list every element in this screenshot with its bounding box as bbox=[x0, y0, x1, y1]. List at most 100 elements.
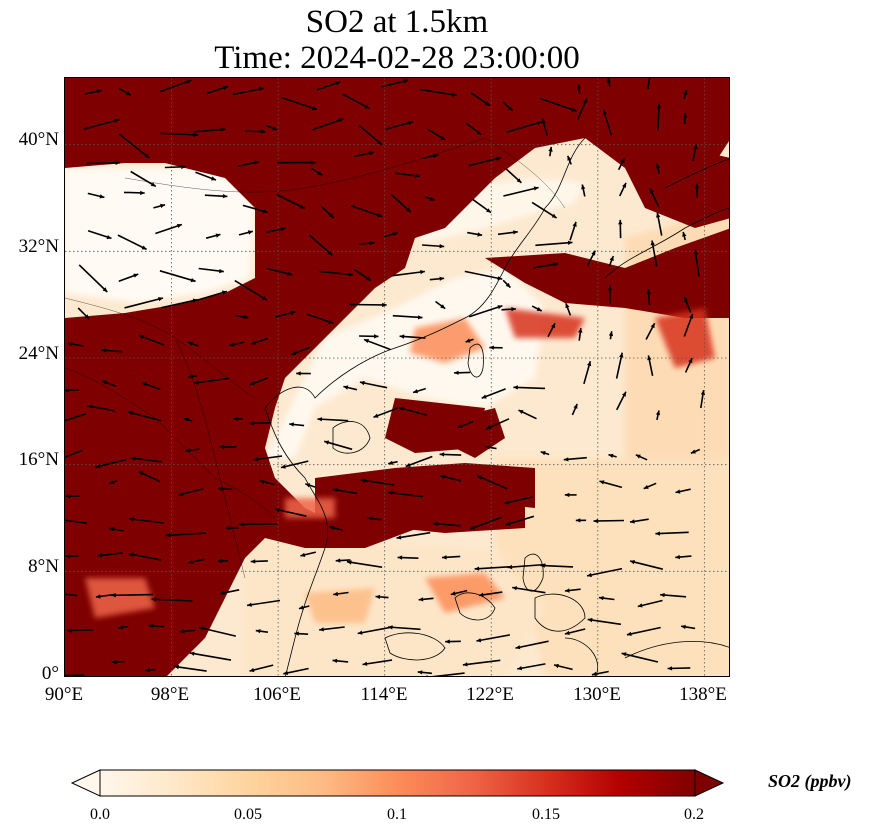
wind-vector-head bbox=[364, 104, 370, 109]
wind-vector-head bbox=[536, 120, 542, 126]
wind-vector-head bbox=[373, 413, 379, 418]
wind-vector-head bbox=[397, 555, 403, 560]
wind-vector-head bbox=[563, 457, 569, 462]
wind-vector-shaft bbox=[462, 659, 501, 666]
wind-vector-head bbox=[188, 374, 194, 379]
wind-vector-shaft bbox=[198, 626, 236, 637]
wind-vector-head bbox=[433, 153, 439, 158]
wind-vector-head bbox=[189, 651, 195, 656]
wind-vector-shaft bbox=[65, 674, 84, 676]
wind-vector-head bbox=[274, 508, 280, 513]
wind-vector-head bbox=[643, 484, 649, 489]
wind-vector-shaft bbox=[586, 567, 623, 577]
wind-vector-head bbox=[452, 92, 457, 97]
wind-vector-shaft bbox=[124, 297, 164, 309]
wind-vector-shaft bbox=[161, 298, 198, 309]
wind-vector-head bbox=[95, 594, 101, 599]
wind-vector-head bbox=[682, 113, 688, 118]
wind-vector-head bbox=[607, 285, 613, 290]
wind-vector-head bbox=[551, 213, 557, 218]
wind-vector-head bbox=[388, 460, 393, 465]
wind-vector-head bbox=[440, 135, 446, 141]
wind-vector-shaft bbox=[232, 87, 264, 96]
wind-vector-shaft bbox=[128, 517, 164, 524]
wind-vector-head bbox=[198, 626, 204, 631]
lat-tick-label: 8°N bbox=[28, 556, 59, 577]
wind-vector-head bbox=[396, 535, 402, 540]
wind-vector-head bbox=[287, 271, 293, 276]
wind-vector-shaft bbox=[626, 626, 661, 636]
wind-vector-head bbox=[619, 352, 624, 358]
wind-vector-head bbox=[511, 307, 516, 312]
wind-vector-head bbox=[365, 276, 371, 281]
wind-vector-head bbox=[258, 87, 264, 92]
wind-vector-head bbox=[262, 296, 268, 301]
wind-vector-shaft bbox=[111, 593, 153, 597]
wind-vector-shaft bbox=[319, 270, 354, 276]
wind-vector-head bbox=[693, 249, 698, 255]
wind-vector-head bbox=[111, 593, 116, 598]
wind-vector-shaft bbox=[629, 560, 663, 570]
wind-vector-head bbox=[129, 517, 134, 522]
wind-vector-shaft bbox=[474, 566, 510, 570]
wind-vector-head bbox=[128, 411, 134, 416]
wind-vector-head bbox=[439, 276, 445, 281]
wind-vector-head bbox=[399, 334, 405, 339]
wind-vector-head bbox=[183, 417, 189, 422]
wind-vector-head bbox=[622, 182, 626, 188]
wind-vector-shaft bbox=[308, 234, 333, 256]
wind-vector-head bbox=[583, 98, 588, 104]
wind-vector-head bbox=[417, 670, 423, 675]
wind-vector-shaft bbox=[504, 496, 533, 505]
wind-vector-shaft bbox=[342, 93, 371, 110]
wind-vector-head bbox=[690, 449, 696, 454]
wind-vector-head bbox=[65, 388, 70, 393]
wind-vector-head bbox=[387, 625, 393, 630]
wind-vector-head bbox=[567, 155, 572, 161]
wind-vector-shaft bbox=[159, 270, 196, 283]
wind-vector-head bbox=[219, 590, 225, 595]
colorbar bbox=[70, 769, 725, 797]
wind-vector-head bbox=[291, 351, 296, 356]
wind-vector-head bbox=[513, 385, 518, 390]
wind-vector-shaft bbox=[505, 515, 535, 526]
lon-tick-label: 90°E bbox=[44, 684, 84, 705]
wind-vector-head bbox=[193, 380, 199, 385]
wind-vector-shaft bbox=[160, 132, 199, 136]
wind-vector-head bbox=[626, 631, 632, 636]
wind-vector-head bbox=[439, 452, 445, 457]
map-gridlines bbox=[65, 78, 729, 676]
wind-vector-head bbox=[635, 454, 641, 459]
wind-vector-head bbox=[476, 130, 482, 135]
wind-vector-head bbox=[193, 132, 198, 137]
wind-vector-head bbox=[130, 456, 136, 461]
wind-vector-head bbox=[450, 591, 456, 596]
wind-vector-shaft bbox=[239, 523, 278, 526]
wind-vector-head bbox=[551, 323, 555, 329]
wind-vector-head bbox=[573, 403, 578, 409]
wind-vector-head bbox=[215, 233, 221, 238]
wind-vector-head bbox=[683, 90, 688, 96]
wind-vector-head bbox=[233, 416, 238, 421]
wind-vector-head bbox=[602, 109, 607, 115]
wind-vector-head bbox=[335, 558, 341, 563]
wind-vector-head bbox=[505, 521, 511, 526]
wind-vector-head bbox=[125, 91, 131, 96]
wind-vector-head bbox=[174, 664, 179, 670]
wind-vector-head bbox=[593, 518, 599, 524]
lon-tick-label: 130°E bbox=[573, 684, 621, 705]
wind-vector-head bbox=[109, 527, 114, 532]
wind-vector-head bbox=[571, 107, 577, 112]
lat-tick-label: 40°N bbox=[18, 129, 59, 150]
wind-vector-head bbox=[618, 219, 623, 225]
wind-vector-head bbox=[630, 560, 635, 565]
wind-vector-head bbox=[485, 101, 491, 106]
wind-vector-shaft bbox=[655, 531, 689, 535]
wind-vector-head bbox=[262, 209, 268, 214]
wind-vector-head bbox=[382, 302, 387, 308]
wind-vector-shaft bbox=[517, 663, 546, 670]
wind-vector-head bbox=[140, 190, 145, 196]
wind-vector-shaft bbox=[317, 418, 349, 422]
wind-vector-shaft bbox=[346, 560, 383, 568]
wind-vector-shaft bbox=[78, 264, 108, 293]
